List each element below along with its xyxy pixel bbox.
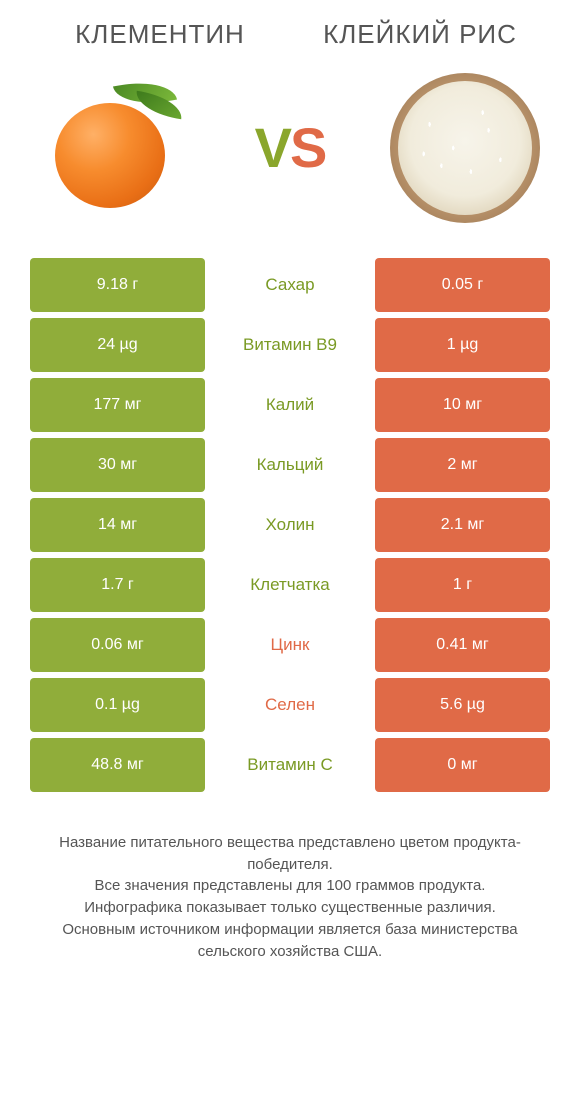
- nutrient-label: Холин: [205, 498, 375, 552]
- table-row: 0.06 мгЦинк0.41 мг: [30, 618, 550, 672]
- left-value: 1.7 г: [30, 558, 205, 612]
- nutrient-label: Селен: [205, 678, 375, 732]
- table-row: 177 мгКалий10 мг: [30, 378, 550, 432]
- nutrient-label: Витамин B9: [205, 318, 375, 372]
- right-value: 5.6 µg: [375, 678, 550, 732]
- table-row: 48.8 мгВитамин C0 мг: [30, 738, 550, 792]
- comparison-table: 9.18 гСахар0.05 г 24 µgВитамин B91 µg 177 …: [30, 258, 550, 792]
- right-value: 2.1 мг: [375, 498, 550, 552]
- left-value: 48.8 мг: [30, 738, 205, 792]
- footer-line: Инфографика показывает только существенн…: [30, 897, 550, 919]
- left-product-title: КЛЕМЕНТИН: [30, 20, 290, 50]
- left-value: 30 мг: [30, 438, 205, 492]
- footer-line: Все значения представлены для 100 граммо…: [30, 875, 550, 897]
- left-value: 14 мг: [30, 498, 205, 552]
- table-row: 30 мгКальций2 мг: [30, 438, 550, 492]
- table-row: 9.18 гСахар0.05 г: [30, 258, 550, 312]
- table-row: 14 мгХолин2.1 мг: [30, 498, 550, 552]
- rice-bowl-icon: [390, 73, 540, 223]
- left-value: 0.06 мг: [30, 618, 205, 672]
- footer-line: Основным источником информации является …: [30, 919, 550, 963]
- table-row: 24 µgВитамин B91 µg: [30, 318, 550, 372]
- header: КЛЕМЕНТИН КЛЕЙКИЙ РИС: [30, 20, 550, 50]
- right-value: 1 г: [375, 558, 550, 612]
- nutrient-label: Цинк: [205, 618, 375, 672]
- footer-line: Название питательного вещества представл…: [30, 832, 550, 876]
- right-value: 0.05 г: [375, 258, 550, 312]
- left-value: 24 µg: [30, 318, 205, 372]
- images-row: VS: [30, 68, 550, 228]
- left-value: 177 мг: [30, 378, 205, 432]
- right-value: 0 мг: [375, 738, 550, 792]
- right-product-image: [380, 68, 550, 228]
- left-value: 0.1 µg: [30, 678, 205, 732]
- nutrient-label: Сахар: [205, 258, 375, 312]
- nutrient-label: Клетчатка: [205, 558, 375, 612]
- nutrient-label: Кальций: [205, 438, 375, 492]
- right-value: 0.41 мг: [375, 618, 550, 672]
- nutrient-label: Калий: [205, 378, 375, 432]
- vs-label: VS: [255, 115, 326, 180]
- right-value: 10 мг: [375, 378, 550, 432]
- nutrient-label: Витамин C: [205, 738, 375, 792]
- left-product-image: [30, 68, 200, 228]
- footer-notes: Название питательного вещества представл…: [30, 832, 550, 963]
- clementine-icon: [55, 88, 175, 208]
- vs-v: V: [255, 116, 290, 179]
- vs-s: S: [290, 116, 325, 179]
- table-row: 1.7 гКлетчатка1 г: [30, 558, 550, 612]
- table-row: 0.1 µgСелен5.6 µg: [30, 678, 550, 732]
- comparison-infographic: КЛЕМЕНТИН КЛЕЙКИЙ РИС VS 9.18 гСахар0.05…: [0, 0, 580, 992]
- left-value: 9.18 г: [30, 258, 205, 312]
- right-value: 1 µg: [375, 318, 550, 372]
- right-product-title: КЛЕЙКИЙ РИС: [290, 20, 550, 50]
- right-value: 2 мг: [375, 438, 550, 492]
